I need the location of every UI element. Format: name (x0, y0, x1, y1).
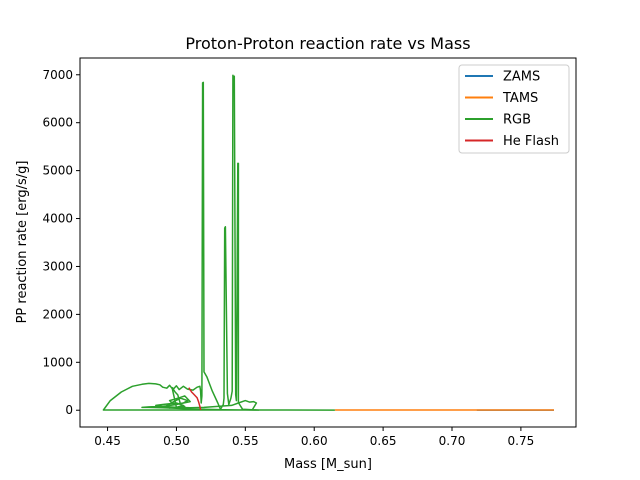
x-tick-label: 0.50 (163, 434, 190, 448)
y-tick-label: 3000 (42, 259, 73, 273)
axes-frame (79, 57, 577, 428)
y-tick-label: 7000 (42, 68, 73, 82)
y-tick-label: 6000 (42, 116, 73, 130)
x-tick-label: 0.55 (232, 434, 259, 448)
y-tick-label: 0 (65, 403, 73, 417)
x-tick-label: 0.70 (439, 434, 466, 448)
y-tick-label: 4000 (42, 212, 73, 226)
x-tick-label: 0.45 (94, 434, 121, 448)
series-line-rgb (102, 74, 335, 411)
y-axis-label: PP reaction rate [erg/s/g] (15, 161, 30, 324)
x-tick-label: 0.65 (370, 434, 397, 448)
plot-area (102, 74, 554, 411)
x-tick-label: 0.60 (301, 434, 328, 448)
legend-label: RGB (503, 113, 531, 128)
legend: ZAMS TAMS RGB He Flash (458, 64, 570, 154)
x-axis: 0.45 0.50 0.55 0.60 0.65 0.70 0.75 (94, 427, 534, 448)
x-tick-label: 0.75 (508, 434, 535, 448)
legend-box (458, 64, 570, 154)
chart-title: Proton-Proton reaction rate vs Mass (185, 34, 470, 53)
legend-label: ZAMS (503, 70, 540, 85)
y-tick-label: 1000 (42, 355, 73, 369)
y-tick-label: 2000 (42, 307, 73, 321)
x-axis-label: Mass [M_sun] (284, 457, 372, 472)
series-line-he-flash (188, 387, 202, 411)
legend-label: He Flash (503, 134, 559, 149)
y-axis: 0 1000 2000 3000 4000 5000 6000 7000 (42, 68, 80, 417)
y-tick-label: 5000 (42, 164, 73, 178)
legend-label: TAMS (502, 91, 538, 106)
